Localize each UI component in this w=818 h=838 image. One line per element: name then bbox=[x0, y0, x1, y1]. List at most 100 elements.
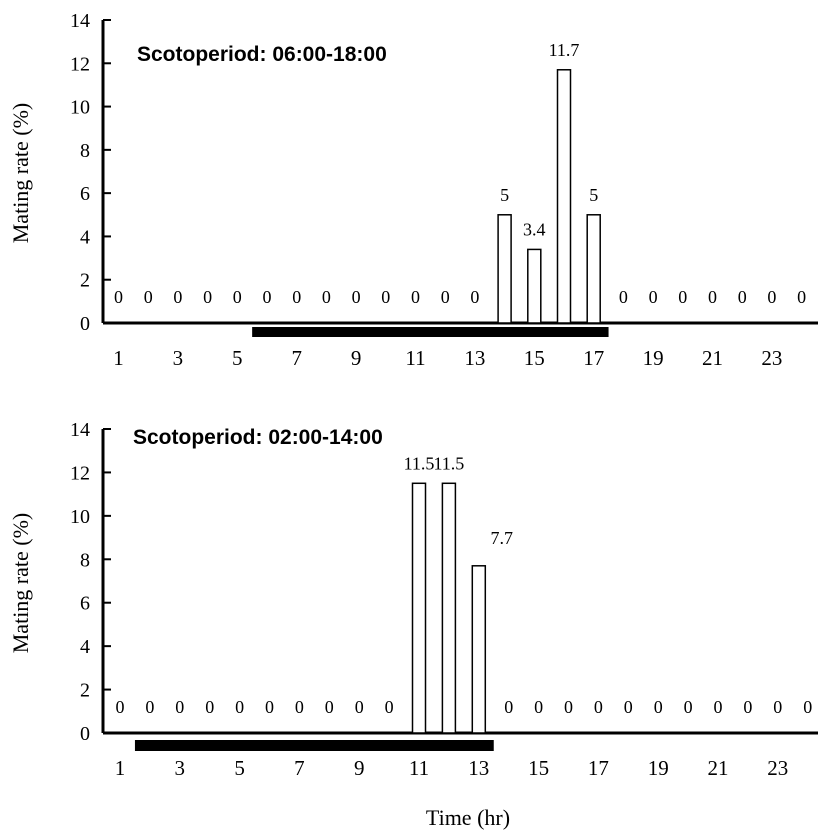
chart1-y-tick-label: 2 bbox=[80, 270, 90, 292]
chart1-y-tick-label: 0 bbox=[80, 313, 90, 335]
chart1-data-label: 0 bbox=[144, 287, 153, 307]
chart2-data-label: 0 bbox=[385, 697, 394, 717]
chart2-data-label: 0 bbox=[594, 697, 603, 717]
chart1-data-label: 0 bbox=[470, 287, 479, 307]
chart2-data-label: 0 bbox=[803, 697, 812, 717]
chart2-data-label: 0 bbox=[534, 697, 543, 717]
chart1-data-label: 0 bbox=[203, 287, 212, 307]
chart1-y-tick-label: 6 bbox=[80, 183, 90, 205]
chart1-y-tick-label: 14 bbox=[70, 10, 90, 32]
chart2-x-tick-label: 5 bbox=[234, 756, 245, 780]
chart1-x-tick-label: 13 bbox=[464, 346, 485, 370]
chart2-data-label: 0 bbox=[654, 697, 663, 717]
chart1-x-tick-label: 21 bbox=[702, 346, 723, 370]
chart2-bar bbox=[441, 482, 457, 734]
chart2-y-tick-label: 6 bbox=[80, 593, 90, 615]
chart2-data-label: 11.5 bbox=[404, 453, 435, 473]
chart1-data-label: 0 bbox=[233, 287, 242, 307]
chart1-bar bbox=[556, 69, 572, 324]
chart2-data-label: 11.5 bbox=[433, 453, 464, 473]
chart2-x-tick-label: 19 bbox=[648, 756, 669, 780]
chart1-x-tick-label: 17 bbox=[583, 346, 604, 370]
chart2-data-label: 0 bbox=[714, 697, 723, 717]
chart1-title: Scotoperiod: 06:00-18:00 bbox=[137, 43, 387, 66]
chart1-y-tick-label: 8 bbox=[80, 140, 90, 162]
chart2-y-tick-label: 12 bbox=[70, 462, 90, 484]
chart2-x-axis-label: Time (hr) bbox=[426, 805, 510, 830]
chart1-x-tick-label: 15 bbox=[524, 346, 545, 370]
chart1-bar bbox=[527, 248, 542, 324]
chart1-y-axis-label: Mating rate (%) bbox=[8, 103, 33, 244]
chart1-bar bbox=[586, 214, 601, 324]
chart2-title: Scotoperiod: 02:00-14:00 bbox=[133, 426, 383, 449]
chart1-bar bbox=[497, 214, 512, 324]
chart2-data-label: 0 bbox=[235, 697, 244, 717]
chart2-y-tick-label: 0 bbox=[80, 723, 90, 745]
chart2-x-tick-label: 13 bbox=[468, 756, 489, 780]
chart1-data-label: 0 bbox=[381, 287, 390, 307]
chart1-dark-period-bar bbox=[252, 327, 609, 337]
chart1-y-tick-label: 12 bbox=[70, 53, 90, 75]
chart2-y-tick-label: 2 bbox=[80, 680, 90, 702]
chart1-data-label: 0 bbox=[263, 287, 272, 307]
chart1-data-label: 0 bbox=[797, 287, 806, 307]
chart1-data-label: 0 bbox=[173, 287, 182, 307]
chart2-data-label: 0 bbox=[504, 697, 513, 717]
chart2-data-label: 0 bbox=[743, 697, 752, 717]
chart1-data-label: 0 bbox=[678, 287, 687, 307]
chart2-x-tick-label: 3 bbox=[175, 756, 186, 780]
chart2-data-label: 0 bbox=[325, 697, 334, 717]
chart1-data-label: 0 bbox=[441, 287, 450, 307]
chart1-x-tick-label: 9 bbox=[351, 346, 362, 370]
chart1-x-tick-label: 7 bbox=[291, 346, 302, 370]
chart1-x-tick-label: 1 bbox=[113, 346, 124, 370]
chart1-data-label: 0 bbox=[708, 287, 717, 307]
chart1-data-label: 0 bbox=[292, 287, 301, 307]
chart2-x-tick-label: 11 bbox=[409, 756, 429, 780]
chart1-y-tick-label: 10 bbox=[70, 97, 90, 119]
chart2-x-tick-label: 1 bbox=[115, 756, 126, 780]
chart2-data-label: 0 bbox=[624, 697, 633, 717]
chart1-data-label: 0 bbox=[114, 287, 123, 307]
chart2-data-label: 0 bbox=[355, 697, 364, 717]
chart2-y-tick-label: 8 bbox=[80, 549, 90, 571]
chart2-y-tick-label: 4 bbox=[80, 636, 90, 658]
chart1-x-tick-label: 19 bbox=[643, 346, 664, 370]
chart2-x-tick-label: 15 bbox=[528, 756, 549, 780]
chart1-x-tick-label: 23 bbox=[761, 346, 782, 370]
chart2-data-label: 0 bbox=[145, 697, 154, 717]
chart2-data-label: 0 bbox=[773, 697, 782, 717]
chart2-y-tick-label: 10 bbox=[70, 506, 90, 528]
chart2-data-label: 0 bbox=[116, 697, 125, 717]
chart1-data-label: 0 bbox=[322, 287, 331, 307]
chart1-data-label: 0 bbox=[767, 287, 776, 307]
chart2-y-axis-label: Mating rate (%) bbox=[8, 513, 33, 654]
chart1-data-label: 3.4 bbox=[523, 219, 546, 239]
chart1-data-label: 0 bbox=[352, 287, 361, 307]
chart2-x-tick-label: 9 bbox=[354, 756, 365, 780]
chart2-data-label: 0 bbox=[265, 697, 274, 717]
chart1-x-tick-label: 11 bbox=[405, 346, 425, 370]
chart2-data-label: 7.7 bbox=[491, 528, 514, 548]
chart2-data-label: 0 bbox=[684, 697, 693, 717]
chart1-x-tick-label: 5 bbox=[232, 346, 243, 370]
chart1-data-label: 0 bbox=[738, 287, 747, 307]
chart2-data-label: 0 bbox=[175, 697, 184, 717]
chart2-x-tick-label: 23 bbox=[767, 756, 788, 780]
chart2-y-tick-label: 14 bbox=[70, 419, 90, 441]
chart2-data-label: 0 bbox=[564, 697, 573, 717]
chart1-data-label: 0 bbox=[619, 287, 628, 307]
chart1-y-tick-label: 4 bbox=[80, 226, 90, 248]
chart1-data-label: 5 bbox=[500, 185, 509, 205]
chart2-bar bbox=[411, 482, 427, 734]
chart1-data-label: 0 bbox=[649, 287, 658, 307]
chart2-x-tick-label: 7 bbox=[294, 756, 305, 780]
chart2-dark-period-bar bbox=[134, 740, 494, 751]
chart1-data-label: 11.7 bbox=[549, 40, 580, 60]
chart2-data-label: 0 bbox=[205, 697, 214, 717]
chart2-x-tick-label: 21 bbox=[708, 756, 729, 780]
chart1-data-label: 0 bbox=[411, 287, 420, 307]
chart1-data-label: 5 bbox=[589, 185, 598, 205]
